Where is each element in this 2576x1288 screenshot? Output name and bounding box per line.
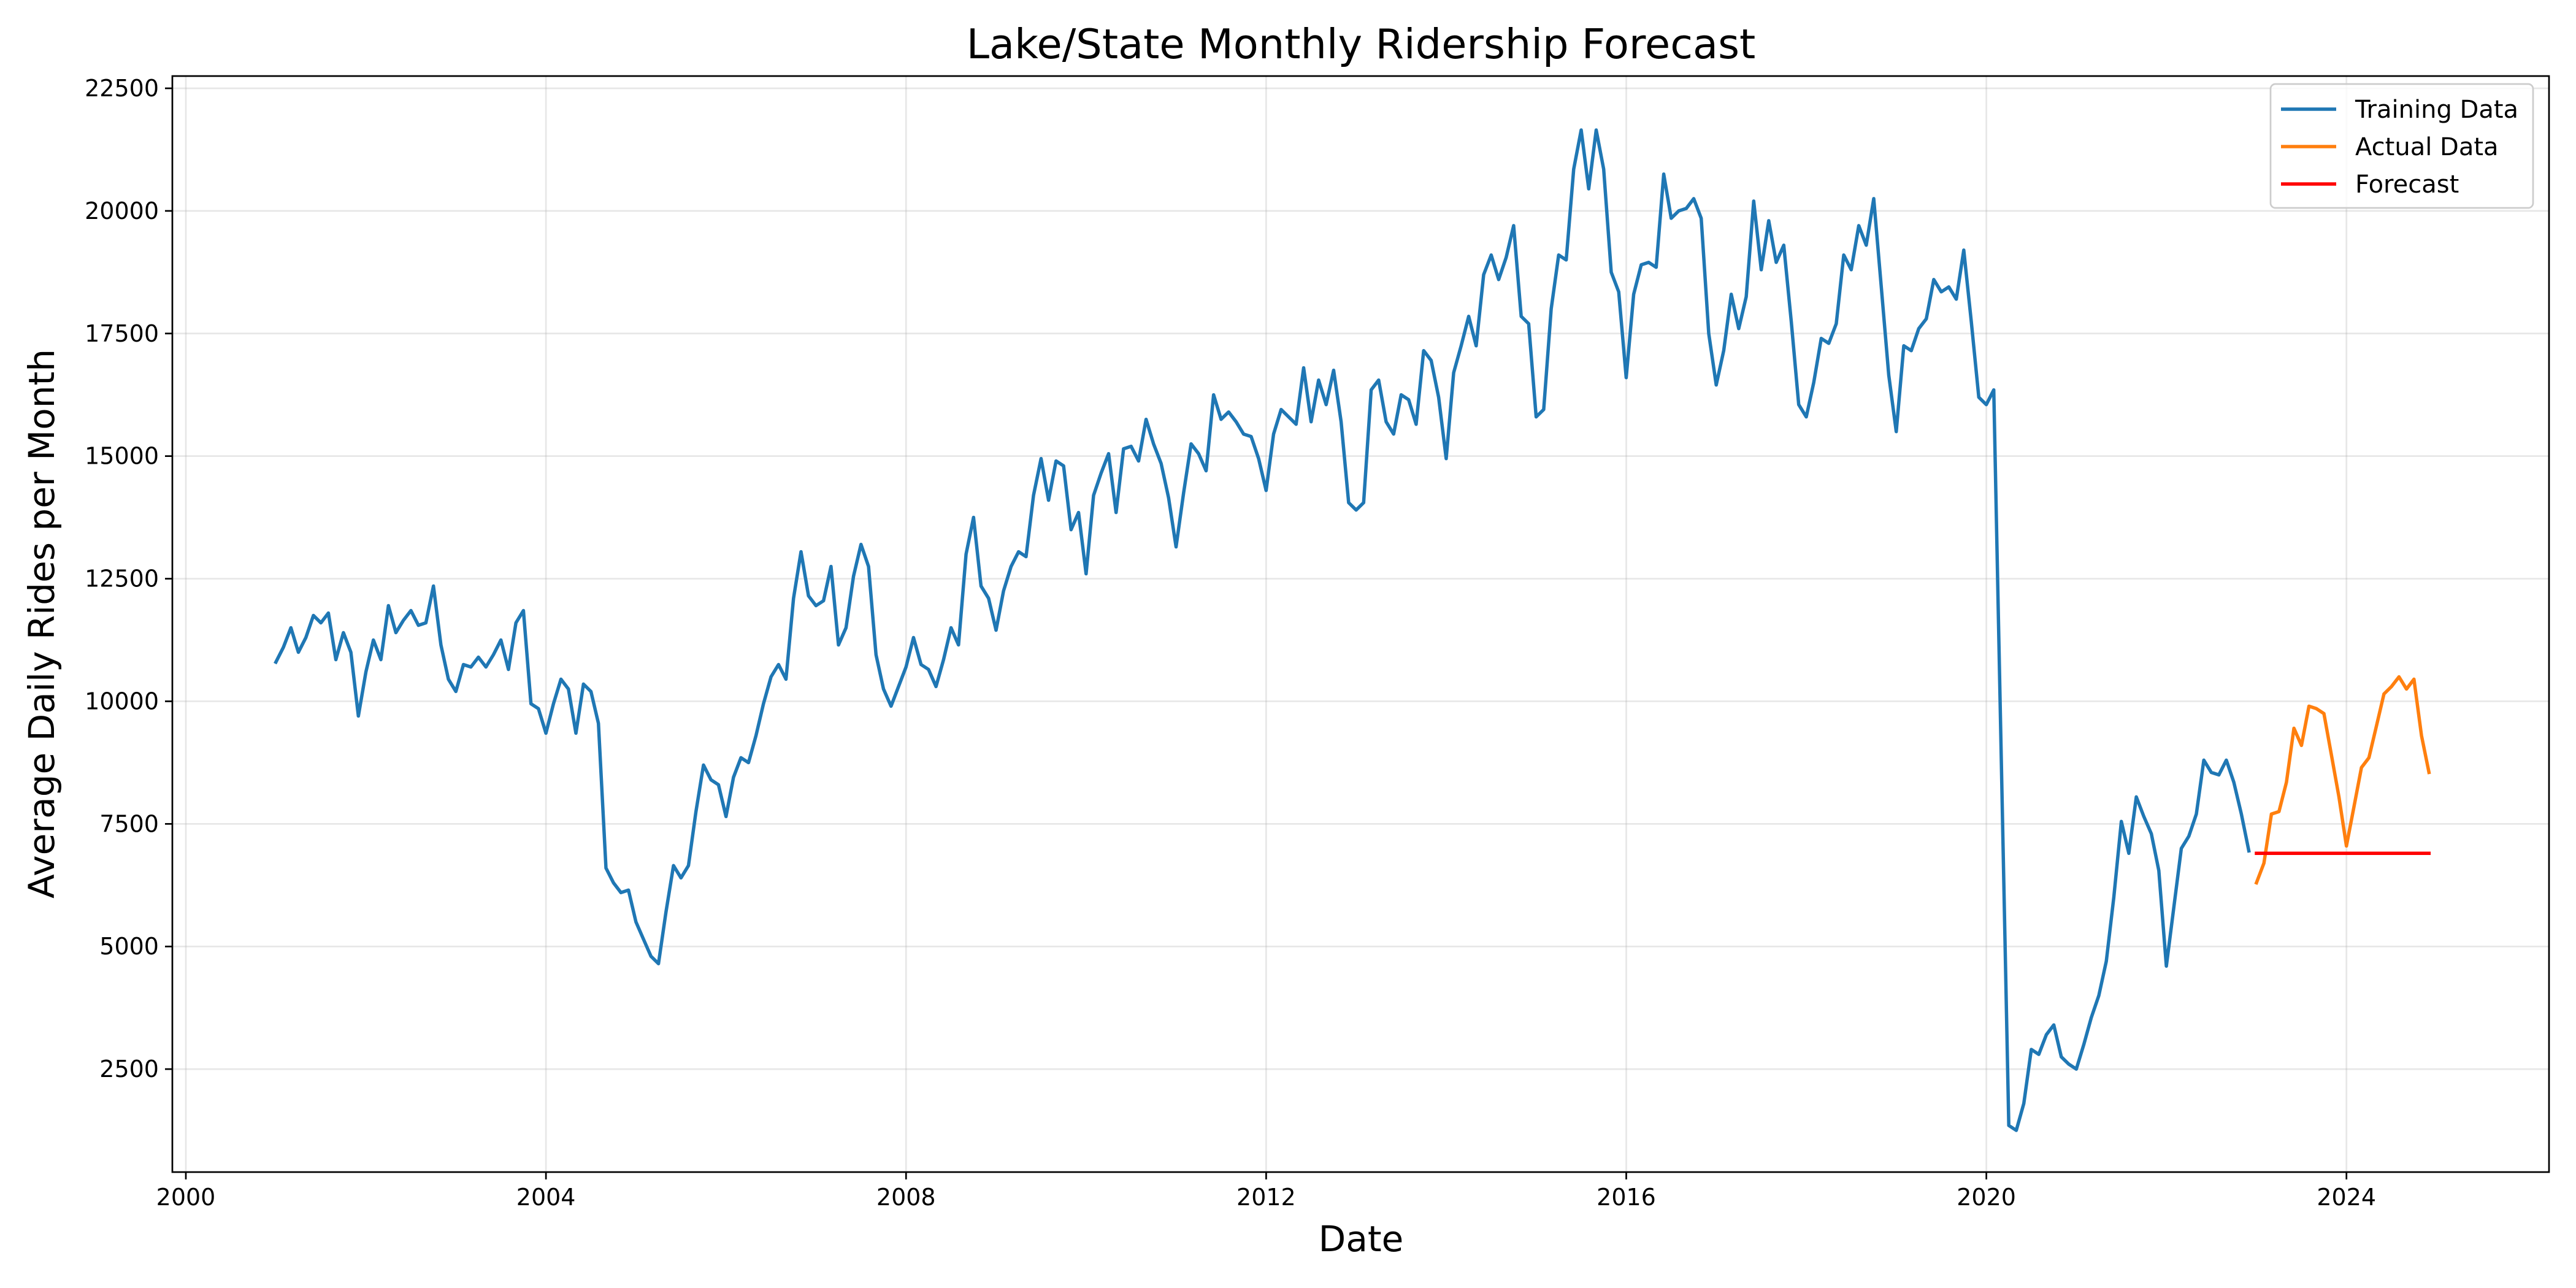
x-tick-label: 2020 [1957, 1184, 2016, 1211]
y-tick-label: 2500 [99, 1056, 159, 1083]
plot-area-frame [171, 75, 2550, 1173]
legend-label-forecast: Forecast [2355, 171, 2459, 199]
legend-label-actual-data: Actual Data [2355, 133, 2499, 161]
y-tick-label: 7500 [99, 810, 159, 837]
x-axis: 2000 2004 2008 2012 2016 2020 2024 [156, 1172, 2376, 1211]
y-tick-label: 17500 [85, 320, 159, 347]
x-tick-label: 2004 [516, 1184, 576, 1211]
series-line-training-data [274, 128, 2251, 1132]
y-tick-label: 15000 [85, 443, 159, 470]
x-tick-label: 2000 [156, 1184, 216, 1211]
x-tick-label: 2008 [876, 1184, 936, 1211]
y-axis-title: Average Daily Rides per Month [21, 349, 63, 899]
chart-title: Lake/State Monthly Ridership Forecast [967, 20, 1756, 68]
gridlines [172, 76, 2549, 1172]
y-tick-label: 20000 [85, 197, 159, 224]
legend-label-training-data: Training Data [2355, 96, 2518, 124]
series-line-actual-data [2254, 675, 2431, 885]
y-axis: 2500 5000 7500 10000 12500 15000 17500 20000 225… [85, 75, 172, 1083]
x-axis-title: Date [1319, 1218, 1404, 1260]
x-tick-label: 2024 [2317, 1184, 2376, 1211]
y-tick-label: 5000 [99, 933, 159, 960]
y-tick-label: 22500 [85, 75, 159, 102]
y-tick-label: 10000 [85, 688, 159, 715]
x-tick-label: 2016 [1597, 1184, 1656, 1211]
legend: Training Data Actual Data Forecast [2269, 83, 2534, 209]
x-tick-label: 2012 [1236, 1184, 1296, 1211]
series-layer [274, 128, 2431, 1132]
y-tick-label: 12500 [85, 565, 159, 592]
legend-frame [2269, 83, 2534, 209]
